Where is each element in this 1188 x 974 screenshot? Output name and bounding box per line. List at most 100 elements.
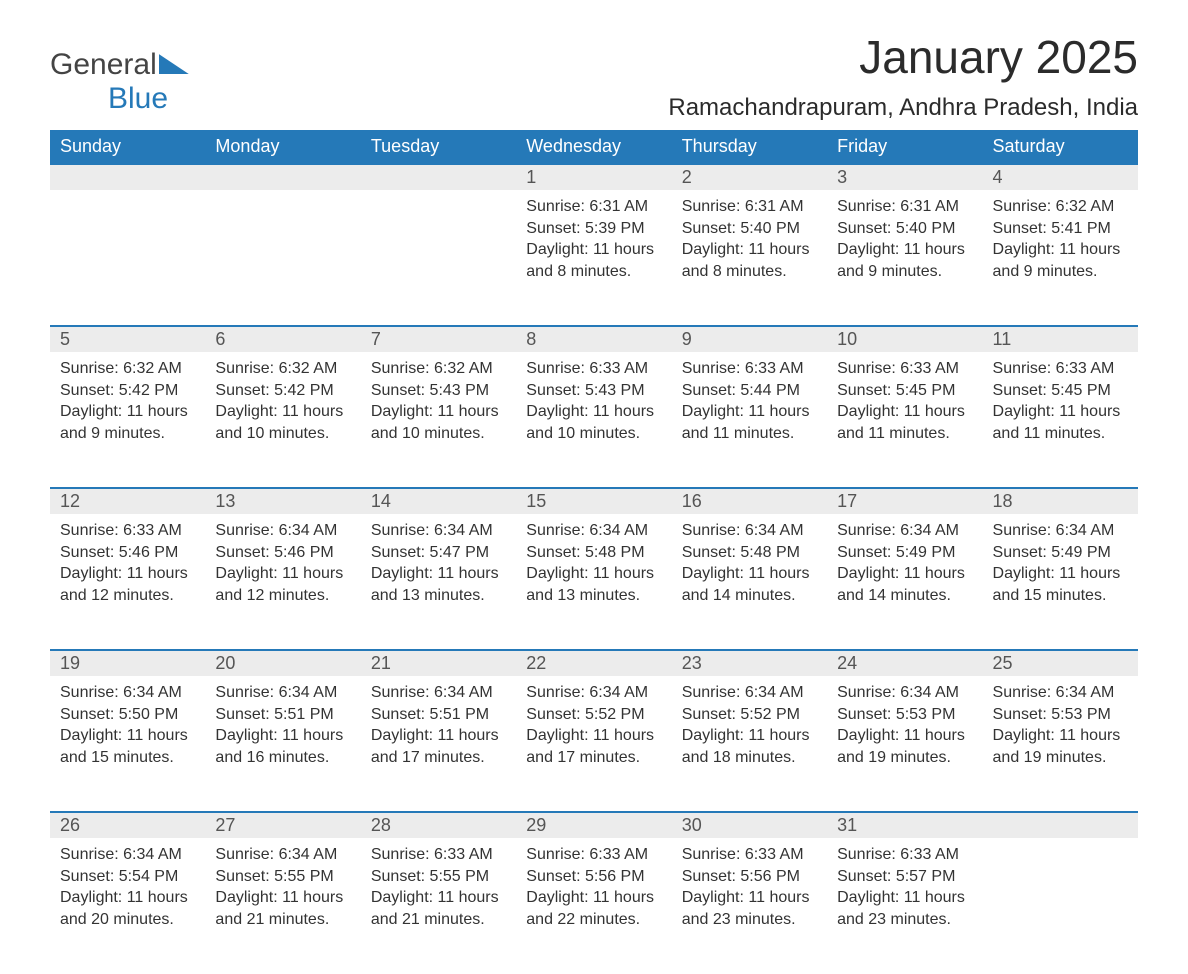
day-number: 8	[516, 326, 671, 352]
sunset-text: Sunset: 5:39 PM	[526, 218, 661, 240]
week-details-row: Sunrise: 6:34 AMSunset: 5:54 PMDaylight:…	[50, 838, 1138, 974]
sunset-text: Sunset: 5:51 PM	[215, 704, 350, 726]
day-cell: Sunrise: 6:34 AMSunset: 5:50 PMDaylight:…	[50, 676, 205, 812]
daylight-text: Daylight: 11 hours and 13 minutes.	[371, 563, 506, 606]
day-number: 16	[672, 488, 827, 514]
weekday-header: Sunday	[50, 130, 205, 164]
sunset-text: Sunset: 5:47 PM	[371, 542, 506, 564]
sunrise-text: Sunrise: 6:33 AM	[371, 844, 506, 866]
daylight-text: Daylight: 11 hours and 20 minutes.	[60, 887, 195, 930]
sunset-text: Sunset: 5:50 PM	[60, 704, 195, 726]
sunset-text: Sunset: 5:56 PM	[526, 866, 661, 888]
sunrise-text: Sunrise: 6:33 AM	[682, 844, 817, 866]
day-details: Sunrise: 6:33 AMSunset: 5:46 PMDaylight:…	[50, 514, 205, 620]
day-cell: Sunrise: 6:33 AMSunset: 5:45 PMDaylight:…	[827, 352, 982, 488]
day-details: Sunrise: 6:34 AMSunset: 5:51 PMDaylight:…	[205, 676, 360, 782]
daylight-text: Daylight: 11 hours and 9 minutes.	[60, 401, 195, 444]
sunset-text: Sunset: 5:44 PM	[682, 380, 817, 402]
sunrise-text: Sunrise: 6:31 AM	[682, 196, 817, 218]
day-cell: Sunrise: 6:33 AMSunset: 5:46 PMDaylight:…	[50, 514, 205, 650]
sunset-text: Sunset: 5:43 PM	[526, 380, 661, 402]
logo: General Blue	[50, 30, 189, 116]
day-number: 25	[983, 650, 1138, 676]
day-details: Sunrise: 6:32 AMSunset: 5:42 PMDaylight:…	[50, 352, 205, 458]
empty-cell	[983, 838, 1138, 974]
sunrise-text: Sunrise: 6:34 AM	[371, 520, 506, 542]
day-details: Sunrise: 6:34 AMSunset: 5:52 PMDaylight:…	[516, 676, 671, 782]
weekday-header: Thursday	[672, 130, 827, 164]
day-details: Sunrise: 6:34 AMSunset: 5:53 PMDaylight:…	[827, 676, 982, 782]
weekday-header: Monday	[205, 130, 360, 164]
day-cell: Sunrise: 6:32 AMSunset: 5:42 PMDaylight:…	[50, 352, 205, 488]
daylight-text: Daylight: 11 hours and 16 minutes.	[215, 725, 350, 768]
day-details: Sunrise: 6:33 AMSunset: 5:43 PMDaylight:…	[516, 352, 671, 458]
day-cell: Sunrise: 6:34 AMSunset: 5:49 PMDaylight:…	[983, 514, 1138, 650]
daylight-text: Daylight: 11 hours and 13 minutes.	[526, 563, 661, 606]
sunset-text: Sunset: 5:41 PM	[993, 218, 1128, 240]
sunset-text: Sunset: 5:51 PM	[371, 704, 506, 726]
sunrise-text: Sunrise: 6:32 AM	[215, 358, 350, 380]
day-number: 20	[205, 650, 360, 676]
day-details: Sunrise: 6:33 AMSunset: 5:56 PMDaylight:…	[672, 838, 827, 944]
day-cell: Sunrise: 6:34 AMSunset: 5:54 PMDaylight:…	[50, 838, 205, 974]
sunset-text: Sunset: 5:49 PM	[837, 542, 972, 564]
day-cell: Sunrise: 6:34 AMSunset: 5:47 PMDaylight:…	[361, 514, 516, 650]
daylight-text: Daylight: 11 hours and 14 minutes.	[682, 563, 817, 606]
day-details: Sunrise: 6:34 AMSunset: 5:49 PMDaylight:…	[827, 514, 982, 620]
day-details: Sunrise: 6:33 AMSunset: 5:56 PMDaylight:…	[516, 838, 671, 944]
day-number: 28	[361, 812, 516, 838]
empty-cell	[205, 190, 360, 326]
day-number: 18	[983, 488, 1138, 514]
sunset-text: Sunset: 5:42 PM	[60, 380, 195, 402]
daylight-text: Daylight: 11 hours and 8 minutes.	[526, 239, 661, 282]
day-number: 3	[827, 164, 982, 190]
day-number: 24	[827, 650, 982, 676]
sunset-text: Sunset: 5:48 PM	[682, 542, 817, 564]
sunrise-text: Sunrise: 6:34 AM	[215, 520, 350, 542]
day-number: 1	[516, 164, 671, 190]
day-cell: Sunrise: 6:33 AMSunset: 5:55 PMDaylight:…	[361, 838, 516, 974]
day-number: 9	[672, 326, 827, 352]
day-cell: Sunrise: 6:33 AMSunset: 5:56 PMDaylight:…	[516, 838, 671, 974]
sunset-text: Sunset: 5:45 PM	[837, 380, 972, 402]
day-details: Sunrise: 6:32 AMSunset: 5:43 PMDaylight:…	[361, 352, 516, 458]
empty-day-number	[50, 164, 205, 190]
day-details: Sunrise: 6:34 AMSunset: 5:53 PMDaylight:…	[983, 676, 1138, 782]
week-details-row: Sunrise: 6:33 AMSunset: 5:46 PMDaylight:…	[50, 514, 1138, 650]
sunset-text: Sunset: 5:57 PM	[837, 866, 972, 888]
day-cell: Sunrise: 6:31 AMSunset: 5:39 PMDaylight:…	[516, 190, 671, 326]
daylight-text: Daylight: 11 hours and 17 minutes.	[371, 725, 506, 768]
day-number: 7	[361, 326, 516, 352]
sunrise-text: Sunrise: 6:33 AM	[837, 358, 972, 380]
day-details: Sunrise: 6:34 AMSunset: 5:47 PMDaylight:…	[361, 514, 516, 620]
logo-word-2: Blue	[108, 82, 168, 115]
day-cell: Sunrise: 6:33 AMSunset: 5:44 PMDaylight:…	[672, 352, 827, 488]
day-cell: Sunrise: 6:34 AMSunset: 5:46 PMDaylight:…	[205, 514, 360, 650]
sunset-text: Sunset: 5:53 PM	[993, 704, 1128, 726]
day-cell: Sunrise: 6:34 AMSunset: 5:48 PMDaylight:…	[516, 514, 671, 650]
weekday-header: Wednesday	[516, 130, 671, 164]
week-daynum-row: 262728293031	[50, 812, 1138, 838]
day-details: Sunrise: 6:33 AMSunset: 5:45 PMDaylight:…	[983, 352, 1138, 458]
week-daynum-row: 567891011	[50, 326, 1138, 352]
weekday-header-row: SundayMondayTuesdayWednesdayThursdayFrid…	[50, 130, 1138, 164]
daylight-text: Daylight: 11 hours and 21 minutes.	[371, 887, 506, 930]
day-details: Sunrise: 6:34 AMSunset: 5:48 PMDaylight:…	[672, 514, 827, 620]
sunrise-text: Sunrise: 6:34 AM	[215, 844, 350, 866]
day-cell: Sunrise: 6:34 AMSunset: 5:52 PMDaylight:…	[516, 676, 671, 812]
day-number: 26	[50, 812, 205, 838]
day-details: Sunrise: 6:31 AMSunset: 5:40 PMDaylight:…	[827, 190, 982, 296]
sunrise-text: Sunrise: 6:34 AM	[526, 520, 661, 542]
sunset-text: Sunset: 5:55 PM	[215, 866, 350, 888]
sunrise-text: Sunrise: 6:34 AM	[526, 682, 661, 704]
day-number: 11	[983, 326, 1138, 352]
sunset-text: Sunset: 5:54 PM	[60, 866, 195, 888]
daylight-text: Daylight: 11 hours and 17 minutes.	[526, 725, 661, 768]
day-details: Sunrise: 6:34 AMSunset: 5:49 PMDaylight:…	[983, 514, 1138, 620]
daylight-text: Daylight: 11 hours and 18 minutes.	[682, 725, 817, 768]
weekday-header: Friday	[827, 130, 982, 164]
sunrise-text: Sunrise: 6:32 AM	[371, 358, 506, 380]
sunrise-text: Sunrise: 6:34 AM	[837, 682, 972, 704]
sunrise-text: Sunrise: 6:34 AM	[371, 682, 506, 704]
daylight-text: Daylight: 11 hours and 10 minutes.	[526, 401, 661, 444]
